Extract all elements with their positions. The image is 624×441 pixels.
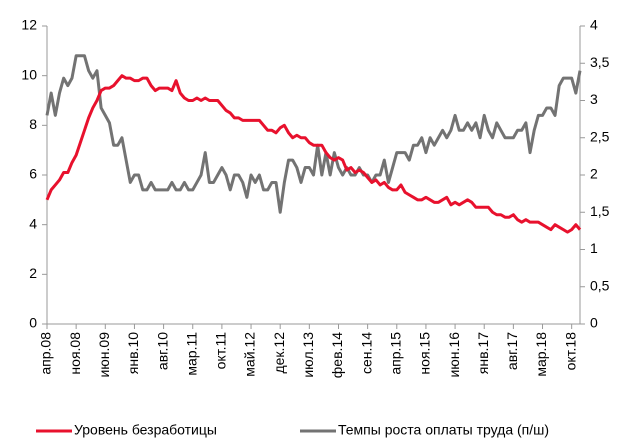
y-tick-label: 6 xyxy=(29,166,37,182)
x-tick-label: сен.14 xyxy=(358,332,374,374)
x-tick-label: июн.09 xyxy=(96,332,112,378)
y2-tick-label: 3 xyxy=(590,91,598,107)
y2-tick-label: 3,5 xyxy=(590,54,610,70)
x-tick-label: июл.13 xyxy=(300,332,316,378)
legend-label: Уровень безработицы xyxy=(74,422,217,438)
y-tick-label: 8 xyxy=(29,116,37,132)
y-tick-label: 4 xyxy=(29,215,37,231)
x-tick-label: авг.10 xyxy=(154,332,170,370)
y2-tick-label: 0 xyxy=(590,315,598,331)
y-tick-label: 0 xyxy=(29,315,37,331)
x-tick-label: авг.17 xyxy=(504,332,520,370)
x-tick-label: дек.12 xyxy=(271,332,287,374)
series-line xyxy=(45,74,582,234)
x-tick-label: янв.10 xyxy=(125,332,141,374)
y2-tick-label: 0,5 xyxy=(590,277,610,293)
y2-tick-label: 2,5 xyxy=(590,128,610,144)
y-tick-label: 10 xyxy=(21,66,37,82)
y2-tick-label: 2 xyxy=(590,166,598,182)
x-tick-label: окт.11 xyxy=(213,332,229,370)
x-tick-label: мар.18 xyxy=(533,332,549,377)
legend-label: Темпы роста оплаты труда (п/ш) xyxy=(338,422,549,438)
series-line xyxy=(45,54,582,214)
x-tick-label: ноя.15 xyxy=(417,332,433,375)
x-tick-label: июн.16 xyxy=(446,332,462,378)
y-tick-label: 2 xyxy=(29,265,37,281)
x-tick-label: окт.18 xyxy=(562,332,578,371)
x-tick-label: янв.17 xyxy=(475,332,491,374)
x-tick-label: май.12 xyxy=(242,332,258,377)
x-tick-label: ноя.08 xyxy=(67,332,83,375)
x-tick-label: апр.08 xyxy=(38,332,54,375)
x-tick-label: фев.14 xyxy=(329,332,345,378)
y2-tick-label: 1 xyxy=(590,240,598,256)
x-tick-label: мар.11 xyxy=(183,332,199,376)
x-tick-label: апр.15 xyxy=(387,332,403,375)
y-tick-label: 12 xyxy=(21,17,37,33)
y2-tick-label: 1,5 xyxy=(590,203,610,219)
y2-tick-label: 4 xyxy=(590,17,598,33)
